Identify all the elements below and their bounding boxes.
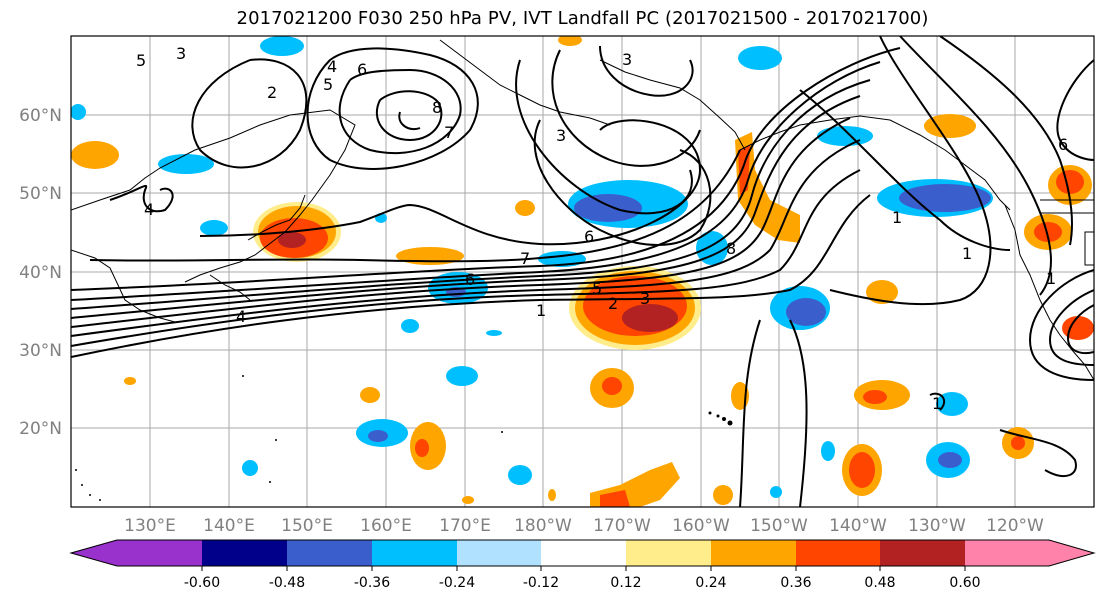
lon-label: 170°E bbox=[439, 516, 491, 536]
colorbar-segment bbox=[372, 540, 457, 566]
contour-label: 6 bbox=[584, 227, 594, 246]
colorbar-segment bbox=[796, 540, 880, 566]
contour-label: 1 bbox=[962, 244, 972, 263]
colorbar-outline bbox=[69, 539, 1096, 567]
colorbar-tick-label: -0.48 bbox=[269, 575, 305, 591]
lat-label-60N: 60°N bbox=[19, 106, 62, 126]
contour-label: 7 bbox=[520, 249, 530, 268]
contour-label: 8 bbox=[432, 98, 442, 117]
contour-label: 6 bbox=[465, 270, 475, 289]
contour-label: 1 bbox=[892, 208, 902, 227]
contour-label: 6 bbox=[1058, 135, 1068, 154]
contour-label: 4 bbox=[327, 57, 337, 76]
lon-label: 140°W bbox=[829, 516, 887, 536]
colorbar-segment bbox=[202, 540, 287, 566]
contour-label: 5 bbox=[592, 279, 602, 298]
lat-label-30N: 30°N bbox=[19, 341, 62, 361]
colorbar-extend-max bbox=[1049, 540, 1094, 566]
latitude-labels: 60°N 50°N 40°N 30°N 20°N bbox=[19, 106, 62, 439]
contour-label: 3 bbox=[640, 289, 650, 308]
colorbar-segment bbox=[457, 540, 541, 566]
contour-label: 6 bbox=[357, 60, 367, 79]
lon-label: 120°W bbox=[986, 516, 1044, 536]
colorbar-tick-label: -0.60 bbox=[184, 575, 220, 591]
contour-label: 5 bbox=[323, 75, 333, 94]
colorbar-tick-label: -0.36 bbox=[354, 575, 390, 591]
lon-label: 130°W bbox=[908, 516, 966, 536]
colorbar-tick-label: 0.12 bbox=[610, 575, 641, 591]
lat-label-20N: 20°N bbox=[19, 419, 62, 439]
colorbar-segment bbox=[880, 540, 965, 566]
colorbar-tick-label: 0.24 bbox=[695, 575, 726, 591]
lon-label: 160°E bbox=[360, 516, 412, 536]
longitude-labels: 130°E 140°E 150°E 160°E 170°E 180°W 170°… bbox=[124, 516, 1044, 536]
colorbar-segment bbox=[541, 540, 626, 566]
lon-label: 150°W bbox=[750, 516, 808, 536]
colorbar: -0.60 -0.48 -0.36 -0.24 -0.12 0.12 0.24 … bbox=[69, 539, 1096, 591]
lat-label-50N: 50°N bbox=[19, 184, 62, 204]
colorbar-segment bbox=[287, 540, 372, 566]
contour-label: 8 bbox=[726, 239, 736, 258]
lon-label: 140°E bbox=[203, 516, 255, 536]
colorbar-segment bbox=[965, 540, 1049, 566]
contour-label: 2 bbox=[267, 83, 277, 102]
contour-label: 1 bbox=[536, 301, 546, 320]
lat-label-40N: 40°N bbox=[19, 263, 62, 283]
colorbar-segment bbox=[626, 540, 711, 566]
contour-label: 4 bbox=[236, 307, 246, 326]
contour-label: 1 bbox=[1046, 269, 1056, 288]
contour-label: 3 bbox=[622, 50, 632, 69]
colorbar-tick-label: 0.48 bbox=[864, 575, 895, 591]
map-frame bbox=[70, 35, 1095, 508]
contour-label: 4 bbox=[144, 200, 154, 219]
colorbar-tick-label: -0.12 bbox=[523, 575, 559, 591]
map-title: 2017021200 F030 250 hPa PV, IVT Landfall… bbox=[236, 8, 929, 29]
lon-label: 130°E bbox=[124, 516, 176, 536]
lon-label: 170°W bbox=[593, 516, 651, 536]
contour-label: 7 bbox=[444, 123, 454, 142]
contour-label: 3 bbox=[176, 44, 186, 63]
lon-label: 180°W bbox=[514, 516, 572, 536]
contour-label: 2 bbox=[608, 294, 618, 313]
colorbar-segment bbox=[711, 540, 796, 566]
lon-label: 160°W bbox=[672, 516, 730, 536]
contour-label: 5 bbox=[136, 51, 146, 70]
contour-label: 3 bbox=[556, 126, 566, 145]
colorbar-tick-label: 0.60 bbox=[949, 575, 980, 591]
colorbar-segment bbox=[117, 540, 202, 566]
contour-labels: 5 3 2 5 4 6 8 7 3 4 6 7 1 6 5 2 3 1 4 8 … bbox=[136, 44, 1068, 413]
colorbar-extend-min bbox=[71, 540, 117, 566]
colorbar-tick-label: -0.24 bbox=[439, 575, 475, 591]
contour-label: 1 bbox=[932, 394, 942, 413]
pv-contours bbox=[71, 36, 1094, 507]
islands bbox=[75, 375, 733, 501]
lon-label: 150°E bbox=[281, 516, 333, 536]
colorbar-tick-label: 0.36 bbox=[780, 575, 811, 591]
